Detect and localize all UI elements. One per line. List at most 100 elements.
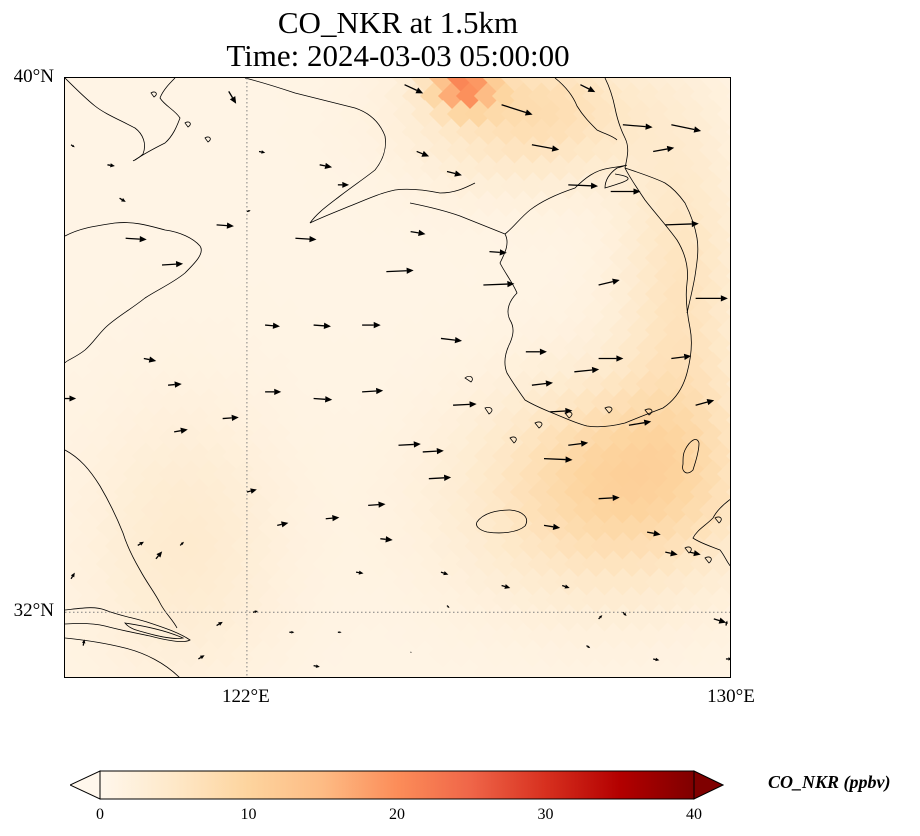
field-cell [500,78,530,93]
field-cell [203,405,233,435]
field-cell [473,333,503,363]
field-cell [81,675,85,677]
colorbar-extend-high [693,770,724,800]
field-cell [446,639,476,669]
wind-arrow [246,210,251,213]
field-cell [266,423,296,453]
field-cell [725,235,730,245]
field-cell [446,99,476,129]
field-cell [698,279,728,309]
field-cell [419,441,449,471]
field-cell [455,297,485,327]
field-cell [77,441,107,471]
field-cell [626,243,656,273]
field-cell [518,99,548,129]
field-cell [131,549,161,579]
wind-arrow [216,621,223,627]
field-cell [518,531,548,561]
wind-arrow [143,356,157,363]
field-cell [392,279,422,309]
field-cell [365,117,395,147]
coastline-shandong [65,78,145,162]
field-cell [500,423,530,453]
field-cell [482,99,512,129]
field-cell [293,441,323,471]
field-cell [671,513,701,543]
field-cell [698,495,728,525]
field-cell [455,549,485,579]
field-cell [527,297,557,327]
wind-arrow [580,84,596,93]
wind-arrow [398,441,421,448]
field-cell [302,495,332,525]
field-cell [203,441,233,471]
field-cell [284,351,314,381]
field-cell [581,441,611,471]
field-cell [482,639,512,669]
field-cell [662,135,692,165]
field-cell [347,441,377,471]
wind-arrow [725,620,728,626]
field-cell [500,531,530,561]
field-cell [590,78,620,93]
field-cell [698,351,728,381]
field-cell [320,171,350,201]
field-cell [212,495,242,525]
field-cell [446,315,476,345]
field-cell [455,369,485,399]
field-cell [590,207,620,237]
field-cell [221,549,251,579]
field-cell [455,225,485,255]
field-cell [86,495,116,525]
field-cell [374,207,404,237]
coastline-islets [150,91,722,564]
field-cell [527,441,557,471]
field-cell [603,675,607,677]
wind-arrow [489,249,507,256]
field-cell [293,369,323,399]
field-cell [392,495,422,525]
field-cell [374,171,404,201]
field-cell [662,315,692,345]
field-cell [401,297,431,327]
field-cell [635,513,665,543]
field-cell [104,639,134,669]
field-cell [617,621,647,651]
field-cell [221,621,251,651]
field-cell [689,261,719,291]
wind-arrow [446,605,450,609]
field-cell [338,315,368,345]
field-cell [329,189,359,219]
field-cell [374,279,404,309]
field-cell [671,153,701,183]
field-cell [716,532,730,560]
wind-arrow [198,655,205,660]
field-cell [347,333,377,363]
field-cell [338,603,368,633]
field-cell [599,549,629,579]
field-cell [464,639,494,669]
field-cell [104,315,134,345]
field-cell [599,369,629,399]
field-cell [239,405,269,435]
field-cell [122,531,152,561]
field-cell [716,244,730,272]
field-cell [707,477,730,507]
colorbar-body [99,770,695,800]
field-cell [86,531,116,561]
field-cell [428,279,458,309]
field-cell [599,117,629,147]
wind-arrow [386,267,414,274]
field-cell [473,513,503,543]
field-cell [482,531,512,561]
coastline-yangtze [65,607,191,643]
field-cell [158,387,188,417]
field-cell [500,639,530,669]
field-cell [608,243,638,273]
wind-arrow [313,664,320,668]
field-cell [635,81,665,111]
field-cell [122,387,152,417]
field-cell [545,369,575,399]
field-cell [248,495,278,525]
field-cell [230,351,260,381]
